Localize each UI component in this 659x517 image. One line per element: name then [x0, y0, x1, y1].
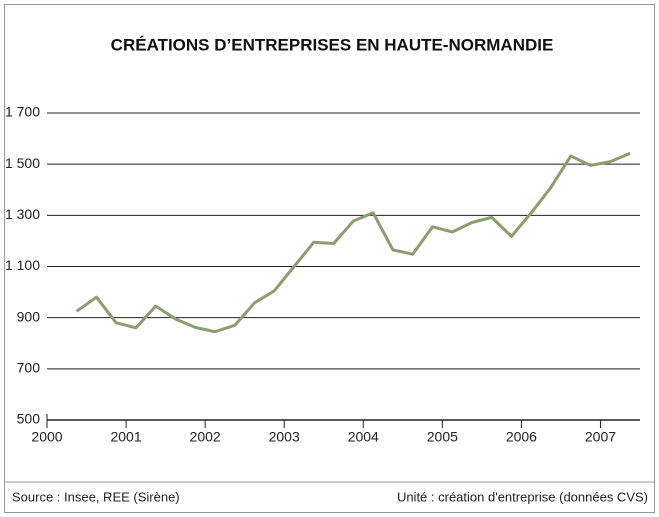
frame: [4, 4, 655, 513]
x-tick-label: 2006: [506, 429, 537, 445]
x-tick-label: 2003: [269, 429, 300, 445]
y-tick-label: 1 100: [5, 257, 40, 273]
unit-note: Unité : création d'entreprise (données C…: [397, 489, 648, 504]
chart-title: CRÉATIONS D’ENTREPRISES EN HAUTE-NORMAND…: [111, 35, 554, 54]
source-note: Source : Insee, REE (Sirène): [12, 489, 180, 504]
x-tick-label: 2001: [110, 429, 141, 445]
x-tick-label: 2002: [190, 429, 221, 445]
x-tick-label: 2004: [348, 429, 379, 445]
data-line: [75, 152, 631, 334]
y-tick-label: 1 500: [5, 155, 40, 171]
y-tick-label: 900: [17, 308, 41, 324]
x-tick-label: 2000: [31, 429, 62, 445]
y-tick-label: 700: [17, 360, 41, 376]
y-tick-label: 1 300: [5, 206, 40, 222]
x-tick-label: 2007: [585, 429, 616, 445]
y-tick-label: 500: [17, 411, 41, 427]
y-tick-label: 1 700: [5, 104, 40, 120]
x-tick-label: 2005: [427, 429, 458, 445]
